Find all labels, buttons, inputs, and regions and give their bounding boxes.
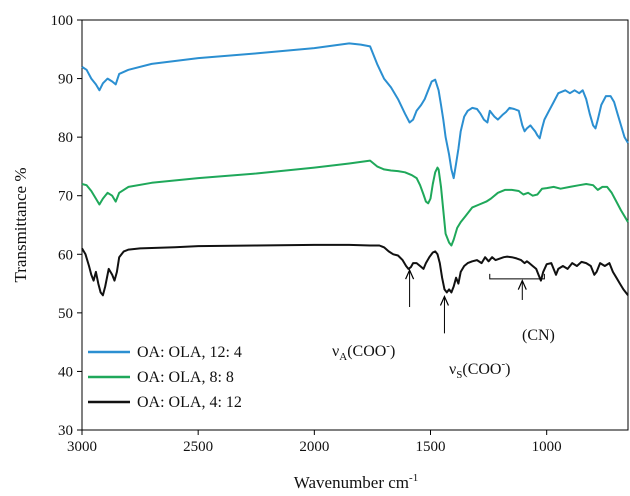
y-axis-title: Transmittance % <box>11 167 30 282</box>
legend: OA: OLA, 12: 4 OA: OLA, 8: 8 OA: OLA, 4: 1… <box>88 344 242 411</box>
y-tick-label: 50 <box>58 306 73 322</box>
cn-arrow-head <box>517 279 527 290</box>
series-line-3 <box>81 243 629 297</box>
plot-area: 30 40 50 60 70 80 90 100 3000 2500 2000 1500 1000 ν… <box>51 13 629 455</box>
y-tick-label: 40 <box>58 364 73 380</box>
y-tick-label: 100 <box>51 13 74 29</box>
series-line-1 <box>81 42 629 180</box>
y-tick-label: 70 <box>58 189 73 205</box>
series-layer <box>81 42 629 297</box>
y-tick-label: 80 <box>58 130 73 146</box>
cn-label: (CN) <box>522 327 555 344</box>
plot-frame <box>81 19 629 431</box>
y-axis-ticks: 30 40 50 60 70 80 90 100 <box>51 13 82 439</box>
x-tick-label: 1000 <box>532 439 562 455</box>
x-axis-title-main: Wavenumber cm <box>294 473 409 492</box>
y-tick-label: 60 <box>58 247 73 263</box>
x-tick-label: 1500 <box>416 439 446 455</box>
series-line-2 <box>81 159 629 247</box>
x-tick-label: 2000 <box>299 439 329 455</box>
legend-label: OA: OLA, 4: 12 <box>137 394 242 411</box>
nu-s-arrow-head <box>439 294 449 306</box>
x-axis-ticks: 3000 2500 2000 1500 1000 <box>67 430 562 455</box>
x-tick-label: 2500 <box>183 439 213 455</box>
cn-bracket <box>489 273 545 280</box>
legend-label: OA: OLA, 12: 4 <box>137 344 242 361</box>
annotations-layer: νA(COO-) νS(COO-) (CN) <box>332 268 555 381</box>
nu-s-label: νS(COO-) <box>449 358 510 381</box>
legend-label: OA: OLA, 8: 8 <box>137 369 234 386</box>
x-axis-title: Wavenumber cm-1 <box>294 472 418 492</box>
x-axis-title-superscript: -1 <box>409 472 418 484</box>
y-tick-label: 90 <box>58 72 73 88</box>
nu-a-label: νA(COO-) <box>332 340 395 363</box>
y-tick-label: 30 <box>58 423 73 439</box>
x-tick-label: 3000 <box>67 439 97 455</box>
nu-a-arrow-head <box>405 268 415 280</box>
